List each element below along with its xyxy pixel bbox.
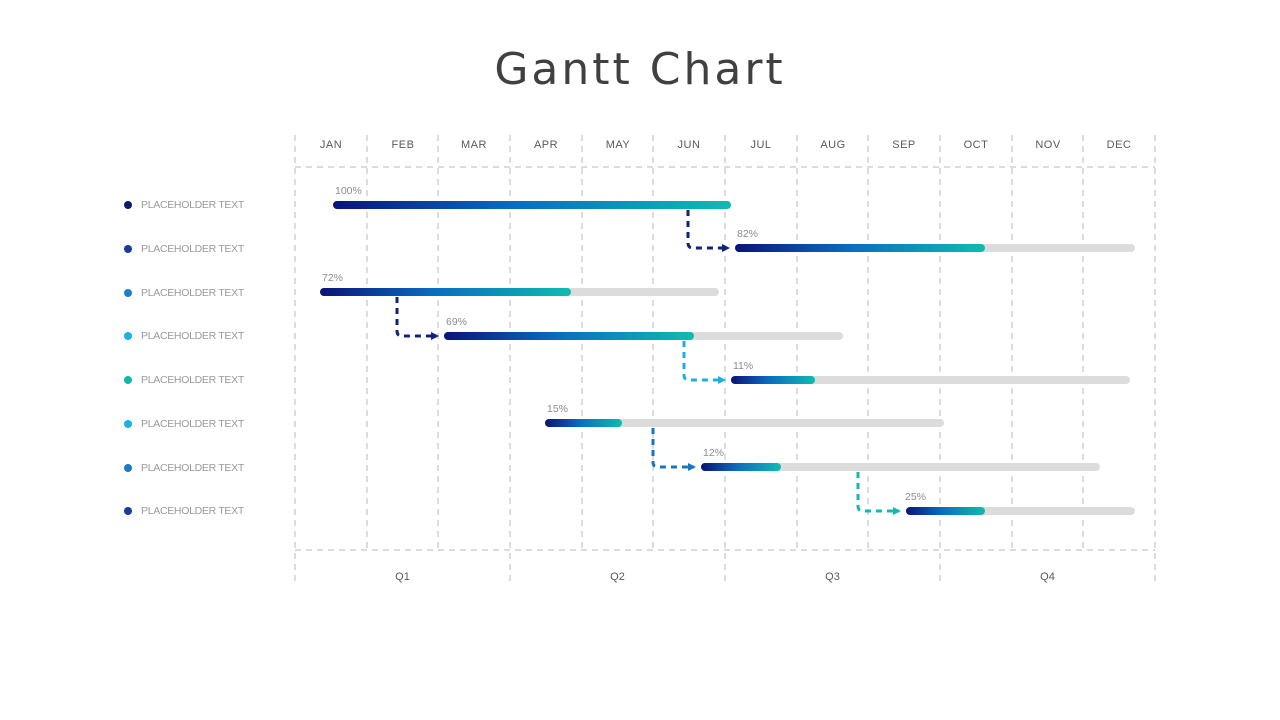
- task-label-row: PLACEHOLDER TEXT: [124, 503, 244, 519]
- progress-label: 11%: [733, 360, 754, 372]
- bullet-dot-icon: [124, 464, 132, 472]
- month-header-jan: JAN: [319, 139, 343, 151]
- month-header-sep: SEP: [892, 139, 916, 151]
- month-header-may: MAY: [605, 139, 631, 151]
- progress-label: 72%: [322, 272, 344, 284]
- bullet-dot-icon: [124, 332, 132, 340]
- task-label-row: PLACEHOLDER TEXT: [124, 285, 244, 301]
- task-label: PLACEHOLDER TEXT: [141, 418, 244, 430]
- month-header-mar: MAR: [461, 139, 487, 151]
- month-header-nov: NOV: [1035, 139, 1061, 151]
- task-label: PLACEHOLDER TEXT: [141, 199, 244, 211]
- progress-bars: [320, 201, 985, 515]
- bullet-dot-icon: [124, 245, 132, 253]
- quarter-label-q3: Q3: [825, 571, 840, 583]
- task-label: PLACEHOLDER TEXT: [141, 462, 244, 474]
- progress-label: 15%: [547, 403, 569, 415]
- quarter-label-q2: Q2: [610, 571, 625, 583]
- task-label-row: PLACEHOLDER TEXT: [124, 241, 244, 257]
- task-label: PLACEHOLDER TEXT: [141, 330, 244, 342]
- bullet-dot-icon: [124, 507, 132, 515]
- month-header-dec: DEC: [1106, 139, 1132, 151]
- progress-label: 12%: [703, 447, 725, 459]
- bullet-dot-icon: [124, 420, 132, 428]
- progress-label: 69%: [446, 316, 468, 328]
- dependency-connectors: [395, 210, 901, 515]
- bullet-dot-icon: [124, 289, 132, 297]
- progress-label: 82%: [737, 228, 759, 240]
- quarter-label-q4: Q4: [1040, 571, 1055, 583]
- quarter-label-q1: Q1: [395, 571, 410, 583]
- chart-title: Gantt Chart: [494, 44, 786, 95]
- month-header-apr: APR: [533, 139, 559, 151]
- month-header-feb: FEB: [391, 139, 415, 151]
- progress-label: 25%: [905, 491, 927, 503]
- task-tracks: [320, 244, 1135, 515]
- task-label-row: PLACEHOLDER TEXT: [124, 328, 244, 344]
- month-header-jun: JUN: [677, 139, 701, 151]
- month-header-aug: AUG: [820, 139, 846, 151]
- bullet-dot-icon: [124, 376, 132, 384]
- task-label: PLACEHOLDER TEXT: [141, 374, 244, 386]
- bullet-dot-icon: [124, 201, 132, 209]
- task-label: PLACEHOLDER TEXT: [141, 243, 244, 255]
- task-label-row: PLACEHOLDER TEXT: [124, 460, 244, 476]
- progress-label: 100%: [335, 185, 362, 197]
- task-label: PLACEHOLDER TEXT: [141, 287, 244, 299]
- month-header-jul: JUL: [750, 139, 772, 151]
- task-label: PLACEHOLDER TEXT: [141, 505, 244, 517]
- task-label-row: PLACEHOLDER TEXT: [124, 372, 244, 388]
- month-header-oct: OCT: [963, 139, 989, 151]
- task-label-row: PLACEHOLDER TEXT: [124, 197, 244, 213]
- task-label-row: PLACEHOLDER TEXT: [124, 416, 244, 432]
